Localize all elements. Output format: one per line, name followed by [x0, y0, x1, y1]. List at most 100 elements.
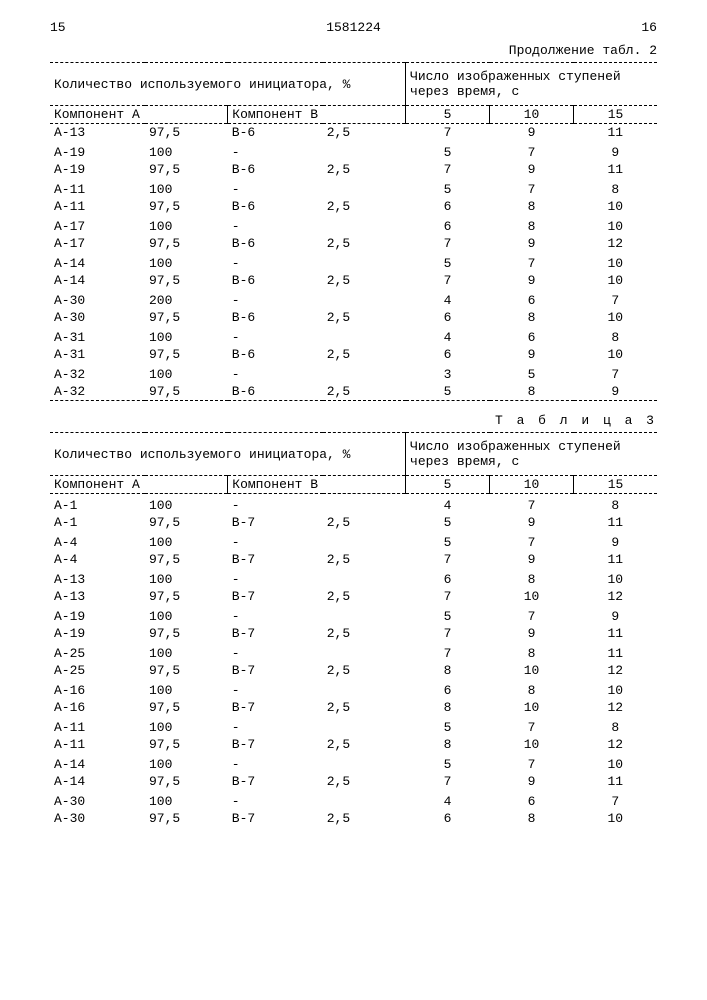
cell: 7 — [406, 642, 490, 662]
cell: В-7 — [228, 662, 323, 679]
cell: А-30 — [50, 289, 145, 309]
table-row: А-19100-579 — [50, 605, 657, 625]
cell: А-19 — [50, 625, 145, 642]
table-row: А-4100-579 — [50, 531, 657, 551]
cell: А-16 — [50, 679, 145, 699]
cell: 7 — [490, 753, 574, 773]
cell: В-7 — [228, 588, 323, 605]
cell: 5 — [406, 605, 490, 625]
cell: 97,5 — [145, 272, 228, 289]
cell: А-16 — [50, 699, 145, 716]
table3-hdr-right: Число изображенных ступеней через время,… — [406, 433, 657, 476]
page-header: 15 1581224 16 — [50, 20, 657, 35]
cell: А-17 — [50, 215, 145, 235]
cell: 100 — [145, 568, 228, 588]
cell: В-6 — [228, 235, 323, 252]
table-row: А-32100-357 — [50, 363, 657, 383]
cell: - — [228, 326, 323, 346]
cell: 10 — [574, 309, 657, 326]
cell: 12 — [574, 662, 657, 679]
table2-c15: 15 — [574, 106, 657, 124]
cell: 2,5 — [323, 198, 406, 215]
cell: 7 — [490, 178, 574, 198]
cell — [323, 215, 406, 235]
table-row: А-19100-579 — [50, 141, 657, 161]
cell — [323, 363, 406, 383]
cell: 6 — [406, 215, 490, 235]
cell: - — [228, 494, 323, 515]
table-row: А-1197,5В-62,56810 — [50, 198, 657, 215]
cell: 100 — [145, 141, 228, 161]
cell: В-7 — [228, 625, 323, 642]
cell: 8 — [490, 383, 574, 401]
table-row: А-1997,5В-72,57911 — [50, 625, 657, 642]
table-row: А-1797,5В-62,57912 — [50, 235, 657, 252]
cell: 6 — [490, 790, 574, 810]
table-row: А-14100-5710 — [50, 252, 657, 272]
cell: 5 — [490, 363, 574, 383]
cell — [323, 252, 406, 272]
table-row: А-1397,5В-62,57911 — [50, 124, 657, 142]
cell: - — [228, 178, 323, 198]
table3-col-b: Компонент В — [228, 476, 406, 494]
cell: 2,5 — [323, 124, 406, 142]
table2-c5: 5 — [406, 106, 490, 124]
cell: 2,5 — [323, 699, 406, 716]
cell: 8 — [406, 736, 490, 753]
cell: 10 — [490, 699, 574, 716]
cell — [323, 531, 406, 551]
cell: 10 — [574, 272, 657, 289]
cell: - — [228, 790, 323, 810]
cell: - — [228, 531, 323, 551]
cell: 10 — [574, 753, 657, 773]
cell: 97,5 — [145, 161, 228, 178]
cell: 100 — [145, 679, 228, 699]
table2-hdr-right: Число изображенных ступеней через время,… — [406, 63, 657, 106]
cell: 8 — [490, 215, 574, 235]
cell: 8 — [490, 679, 574, 699]
cell: 7 — [490, 141, 574, 161]
cell: 7 — [406, 551, 490, 568]
cell — [323, 716, 406, 736]
cell: В-6 — [228, 309, 323, 326]
cell: 9 — [574, 383, 657, 401]
cell — [323, 289, 406, 309]
cell: А-11 — [50, 178, 145, 198]
cell: 5 — [406, 252, 490, 272]
cell: 5 — [406, 716, 490, 736]
cell: 10 — [574, 215, 657, 235]
cell: 2,5 — [323, 383, 406, 401]
cell: - — [228, 716, 323, 736]
cell: 10 — [574, 252, 657, 272]
cell: - — [228, 605, 323, 625]
cell: 9 — [490, 161, 574, 178]
cell: В-6 — [228, 346, 323, 363]
table2-c10: 10 — [490, 106, 574, 124]
cell: 7 — [490, 716, 574, 736]
cell: В-7 — [228, 736, 323, 753]
cell: 8 — [574, 716, 657, 736]
table3-c10: 10 — [490, 476, 574, 494]
cell: 9 — [574, 531, 657, 551]
cell: А-14 — [50, 753, 145, 773]
table-row: А-11100-578 — [50, 716, 657, 736]
cell: 5 — [406, 383, 490, 401]
cell: 10 — [574, 810, 657, 827]
cell: 5 — [406, 514, 490, 531]
cell: 7 — [574, 363, 657, 383]
cell: 6 — [406, 198, 490, 215]
cell: А-4 — [50, 551, 145, 568]
cell: 9 — [490, 235, 574, 252]
cell: - — [228, 215, 323, 235]
cell: 2,5 — [323, 662, 406, 679]
cell: 100 — [145, 790, 228, 810]
table3-hdr-left: Количество используемого инициатора, % — [50, 433, 406, 476]
cell: В-7 — [228, 699, 323, 716]
cell: 2,5 — [323, 309, 406, 326]
table-row: А-17100-6810 — [50, 215, 657, 235]
cell: 2,5 — [323, 551, 406, 568]
cell: 9 — [490, 551, 574, 568]
cell: - — [228, 753, 323, 773]
cell: 97,5 — [145, 124, 228, 142]
cell: А-31 — [50, 346, 145, 363]
